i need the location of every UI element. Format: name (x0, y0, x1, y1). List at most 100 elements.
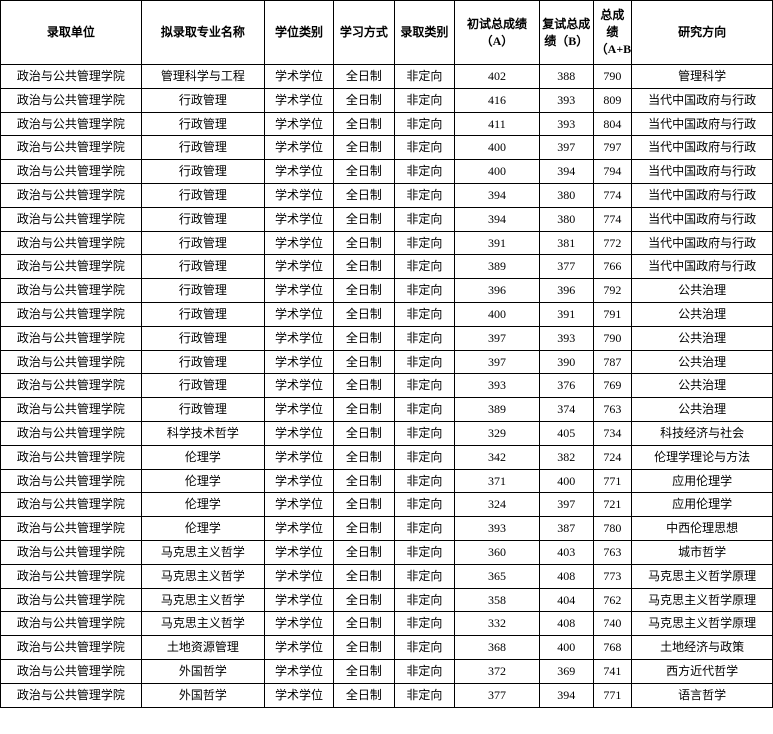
cell-major: 行政管理 (141, 183, 264, 207)
cell-a: 416 (455, 88, 540, 112)
cell-type: 非定向 (394, 326, 454, 350)
cell-mode: 全日制 (334, 65, 394, 89)
cell-b: 403 (539, 540, 593, 564)
header-degree: 学位类别 (264, 1, 333, 65)
cell-dept: 政治与公共管理学院 (1, 231, 142, 255)
cell-major: 行政管理 (141, 207, 264, 231)
cell-dept: 政治与公共管理学院 (1, 160, 142, 184)
cell-dir: 当代中国政府与行政 (632, 88, 773, 112)
cell-a: 393 (455, 374, 540, 398)
cell-b: 377 (539, 255, 593, 279)
cell-dir: 公共治理 (632, 374, 773, 398)
cell-ab: 772 (593, 231, 631, 255)
cell-major: 行政管理 (141, 255, 264, 279)
cell-mode: 全日制 (334, 207, 394, 231)
cell-mode: 全日制 (334, 445, 394, 469)
cell-ab: 768 (593, 636, 631, 660)
cell-ab: 771 (593, 683, 631, 707)
cell-major: 行政管理 (141, 279, 264, 303)
cell-dept: 政治与公共管理学院 (1, 374, 142, 398)
table-row: 政治与公共管理学院土地资源管理学术学位全日制非定向368400768土地经济与政… (1, 636, 773, 660)
cell-dept: 政治与公共管理学院 (1, 445, 142, 469)
cell-ab: 724 (593, 445, 631, 469)
cell-dept: 政治与公共管理学院 (1, 255, 142, 279)
cell-degree: 学术学位 (264, 469, 333, 493)
cell-mode: 全日制 (334, 374, 394, 398)
cell-b: 400 (539, 469, 593, 493)
cell-mode: 全日制 (334, 517, 394, 541)
cell-ab: 774 (593, 183, 631, 207)
cell-degree: 学术学位 (264, 421, 333, 445)
cell-b: 369 (539, 659, 593, 683)
cell-b: 382 (539, 445, 593, 469)
cell-ab: 734 (593, 421, 631, 445)
cell-major: 马克思主义哲学 (141, 564, 264, 588)
cell-degree: 学术学位 (264, 112, 333, 136)
cell-mode: 全日制 (334, 160, 394, 184)
table-body: 政治与公共管理学院管理科学与工程学术学位全日制非定向402388790管理科学政… (1, 65, 773, 708)
header-dept: 录取单位 (1, 1, 142, 65)
cell-ab: 769 (593, 374, 631, 398)
table-row: 政治与公共管理学院马克思主义哲学学术学位全日制非定向358404762马克思主义… (1, 588, 773, 612)
table-row: 政治与公共管理学院行政管理学术学位全日制非定向393376769公共治理 (1, 374, 773, 398)
cell-dept: 政治与公共管理学院 (1, 588, 142, 612)
cell-mode: 全日制 (334, 469, 394, 493)
cell-b: 390 (539, 350, 593, 374)
table-row: 政治与公共管理学院行政管理学术学位全日制非定向411393804当代中国政府与行… (1, 112, 773, 136)
table-row: 政治与公共管理学院行政管理学术学位全日制非定向396396792公共治理 (1, 279, 773, 303)
cell-b: 397 (539, 493, 593, 517)
cell-major: 科学技术哲学 (141, 421, 264, 445)
cell-degree: 学术学位 (264, 255, 333, 279)
cell-degree: 学术学位 (264, 183, 333, 207)
cell-type: 非定向 (394, 231, 454, 255)
cell-dept: 政治与公共管理学院 (1, 136, 142, 160)
cell-degree: 学术学位 (264, 207, 333, 231)
cell-dept: 政治与公共管理学院 (1, 183, 142, 207)
cell-dir: 科技经济与社会 (632, 421, 773, 445)
cell-dept: 政治与公共管理学院 (1, 421, 142, 445)
cell-type: 非定向 (394, 493, 454, 517)
cell-type: 非定向 (394, 183, 454, 207)
cell-degree: 学术学位 (264, 659, 333, 683)
cell-mode: 全日制 (334, 183, 394, 207)
cell-mode: 全日制 (334, 421, 394, 445)
cell-a: 411 (455, 112, 540, 136)
cell-type: 非定向 (394, 65, 454, 89)
cell-ab: 766 (593, 255, 631, 279)
cell-dir: 城市哲学 (632, 540, 773, 564)
cell-b: 374 (539, 398, 593, 422)
cell-degree: 学术学位 (264, 398, 333, 422)
cell-dir: 当代中国政府与行政 (632, 183, 773, 207)
cell-type: 非定向 (394, 255, 454, 279)
table-row: 政治与公共管理学院行政管理学术学位全日制非定向389374763公共治理 (1, 398, 773, 422)
cell-dept: 政治与公共管理学院 (1, 683, 142, 707)
table-row: 政治与公共管理学院马克思主义哲学学术学位全日制非定向365408773马克思主义… (1, 564, 773, 588)
header-ab: 总成绩（A+B） (593, 1, 631, 65)
cell-dept: 政治与公共管理学院 (1, 88, 142, 112)
cell-dir: 马克思主义哲学原理 (632, 612, 773, 636)
cell-dir: 公共治理 (632, 350, 773, 374)
cell-a: 377 (455, 683, 540, 707)
table-row: 政治与公共管理学院外国哲学学术学位全日制非定向372369741西方近代哲学 (1, 659, 773, 683)
cell-ab: 790 (593, 65, 631, 89)
cell-type: 非定向 (394, 279, 454, 303)
cell-b: 408 (539, 564, 593, 588)
cell-type: 非定向 (394, 302, 454, 326)
cell-dept: 政治与公共管理学院 (1, 65, 142, 89)
table-row: 政治与公共管理学院伦理学学术学位全日制非定向342382724伦理学理论与方法 (1, 445, 773, 469)
cell-mode: 全日制 (334, 112, 394, 136)
cell-ab: 740 (593, 612, 631, 636)
cell-mode: 全日制 (334, 279, 394, 303)
cell-major: 行政管理 (141, 302, 264, 326)
cell-major: 行政管理 (141, 350, 264, 374)
cell-major: 马克思主义哲学 (141, 588, 264, 612)
cell-mode: 全日制 (334, 540, 394, 564)
cell-type: 非定向 (394, 588, 454, 612)
table-row: 政治与公共管理学院马克思主义哲学学术学位全日制非定向332408740马克思主义… (1, 612, 773, 636)
table-row: 政治与公共管理学院行政管理学术学位全日制非定向397393790公共治理 (1, 326, 773, 350)
cell-type: 非定向 (394, 350, 454, 374)
cell-major: 马克思主义哲学 (141, 612, 264, 636)
cell-dir: 公共治理 (632, 302, 773, 326)
header-a: 初试总成绩（A） (455, 1, 540, 65)
cell-type: 非定向 (394, 659, 454, 683)
